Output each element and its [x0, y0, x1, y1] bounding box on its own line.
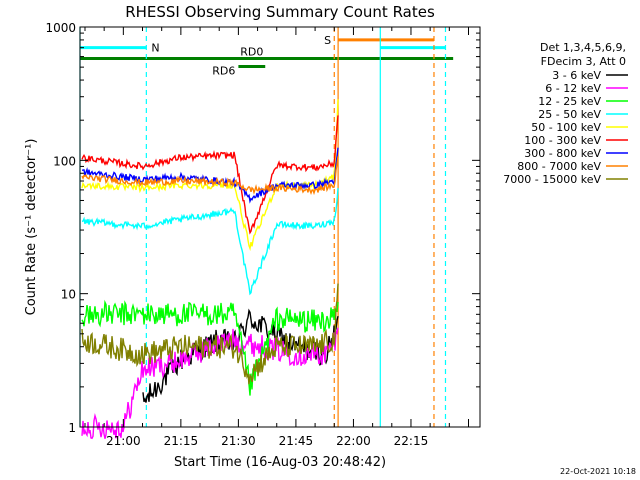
legend-entry-label: 300 - 800 keV — [524, 147, 601, 160]
series-line-8 — [81, 283, 339, 385]
legend-header: Det 1,3,4,5,6,9, — [540, 41, 626, 54]
x-tick-label: 21:00 — [106, 434, 141, 448]
x-tick-label: 22:15 — [394, 434, 429, 448]
annotation-bars: N S RD0 RD6 — [80, 34, 454, 78]
y-tick-label: 1 — [68, 421, 76, 435]
x-axis: 21:00 21:15 21:30 21:45 22:00 22:15 — [84, 27, 469, 448]
series-line-7 — [81, 156, 339, 196]
y-tick-label: 10 — [61, 288, 76, 302]
annotation-bar-label: S — [324, 34, 331, 47]
legend-entry-label: 50 - 100 keV — [531, 121, 601, 134]
series-line-2 — [81, 299, 339, 396]
x-tick-label: 22:00 — [336, 434, 371, 448]
annotation-bar-label: RD0 — [240, 46, 263, 59]
x-tick-label: 21:15 — [164, 434, 199, 448]
footer-timestamp: 22-Oct-2021 10:18 — [560, 467, 636, 476]
x-axis-label: Start Time (16-Aug-03 20:48:42) — [174, 455, 386, 470]
legend-entry-label: 800 - 7000 keV — [517, 160, 601, 173]
legend-entry-label: 12 - 25 keV — [538, 95, 601, 108]
legend-entry-label: 25 - 50 keV — [538, 108, 601, 121]
legend-header: FDecim 3, Att 0 — [541, 55, 626, 68]
annotation-bar-label: RD6 — [212, 65, 235, 78]
series-line-5 — [81, 115, 339, 235]
y-axis-label: Count Rate (s⁻¹ detector⁻¹) — [24, 139, 39, 316]
series-line-1 — [81, 327, 339, 440]
legend-entry-label: 3 - 6 keV — [552, 69, 601, 82]
legend: Det 1,3,4,5,6,9,FDecim 3, Att 03 - 6 keV… — [503, 41, 628, 186]
annotation-bar-label: N — [151, 42, 159, 55]
y-axis: 1 10 100 1000 — [45, 21, 480, 435]
y-tick-label: 1000 — [45, 21, 76, 35]
legend-entry-label: 6 - 12 keV — [545, 82, 601, 95]
x-tick-label: 21:30 — [221, 434, 256, 448]
y-tick-label: 100 — [53, 154, 76, 168]
chart-title: RHESSI Observing Summary Count Rates — [125, 3, 435, 21]
series-line-3 — [81, 188, 339, 296]
x-tick-label: 21:45 — [279, 434, 314, 448]
plot-frame — [79, 26, 481, 428]
series-group — [81, 99, 339, 440]
legend-entry-label: 100 - 300 keV — [524, 134, 601, 147]
legend-entry-label: 7000 - 15000 keV — [503, 173, 601, 186]
